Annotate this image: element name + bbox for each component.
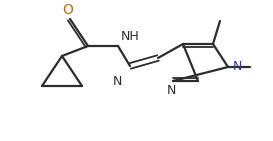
Text: O: O <box>63 3 73 17</box>
Text: NH: NH <box>121 30 140 44</box>
Text: N: N <box>113 75 122 88</box>
Text: N: N <box>166 83 176 96</box>
Text: N: N <box>232 60 242 73</box>
